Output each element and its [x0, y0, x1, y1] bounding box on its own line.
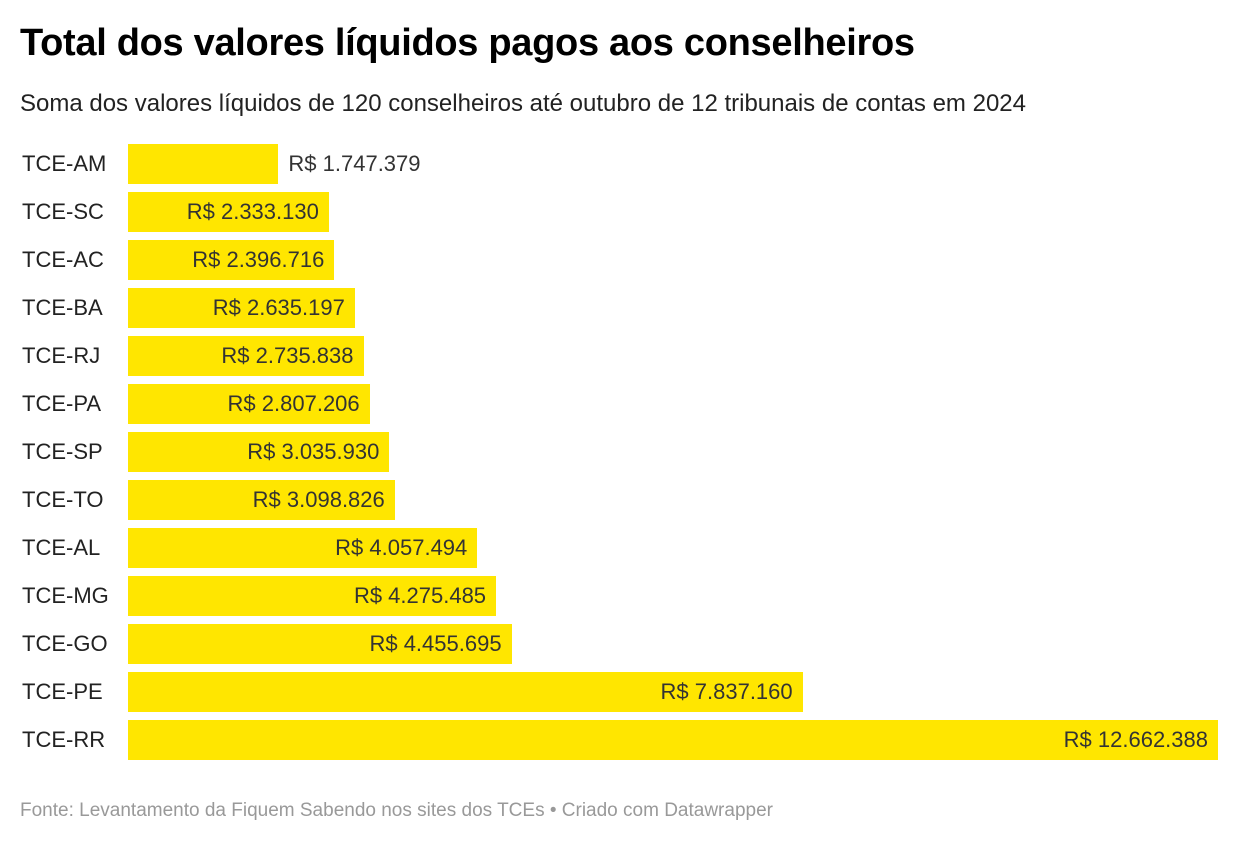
- category-label: TCE-AL: [22, 535, 101, 560]
- value-label: R$ 3.098.826: [252, 487, 385, 512]
- category-label: TCE-TO: [22, 487, 104, 512]
- category-label: TCE-AM: [22, 151, 107, 176]
- bar: [128, 576, 497, 616]
- bar: [128, 528, 478, 568]
- bar: [128, 432, 390, 472]
- chart-subtitle: Soma dos valores líquidos de 120 conselh…: [20, 90, 1026, 117]
- value-label: R$ 1.747.379: [288, 151, 421, 176]
- bar: [128, 384, 370, 424]
- bar: [128, 336, 364, 376]
- category-label: TCE-AC: [22, 247, 104, 272]
- bar: [128, 624, 512, 664]
- bar: [128, 672, 803, 712]
- value-label: R$ 2.735.838: [221, 343, 354, 368]
- value-label: R$ 4.057.494: [335, 535, 468, 560]
- value-label: R$ 2.333.130: [186, 199, 319, 224]
- category-label: TCE-MG: [22, 583, 109, 608]
- category-label: TCE-GO: [22, 631, 108, 656]
- bar: [128, 240, 335, 280]
- category-label: TCE-SC: [22, 199, 104, 224]
- bar: [128, 192, 329, 232]
- bar: [128, 288, 355, 328]
- value-label: R$ 2.635.197: [212, 295, 345, 320]
- chart-footer: Fonte: Levantamento da Fiquem Sabendo no…: [20, 800, 773, 821]
- bar: [128, 144, 279, 184]
- value-label: R$ 2.396.716: [192, 247, 325, 272]
- value-label: R$ 4.275.485: [353, 583, 487, 608]
- value-label: R$ 2.807.206: [227, 391, 360, 416]
- category-label: TCE-PA: [22, 391, 102, 416]
- category-label: TCE-RR: [22, 727, 106, 752]
- value-label: R$ 3.035.930: [247, 439, 380, 464]
- value-label: R$ 7.837.160: [660, 679, 793, 704]
- category-label: TCE-BA: [22, 295, 103, 320]
- bar: [128, 480, 395, 520]
- value-label: R$ 12.662.388: [1063, 727, 1208, 752]
- value-label: R$ 4.455.695: [369, 631, 502, 656]
- chart-title: Total dos valores líquidos pagos aos con…: [20, 22, 915, 64]
- category-label: TCE-RJ: [22, 343, 101, 368]
- category-label: TCE-SP: [22, 439, 103, 464]
- bar: [128, 720, 1218, 760]
- category-label: TCE-PE: [22, 679, 103, 704]
